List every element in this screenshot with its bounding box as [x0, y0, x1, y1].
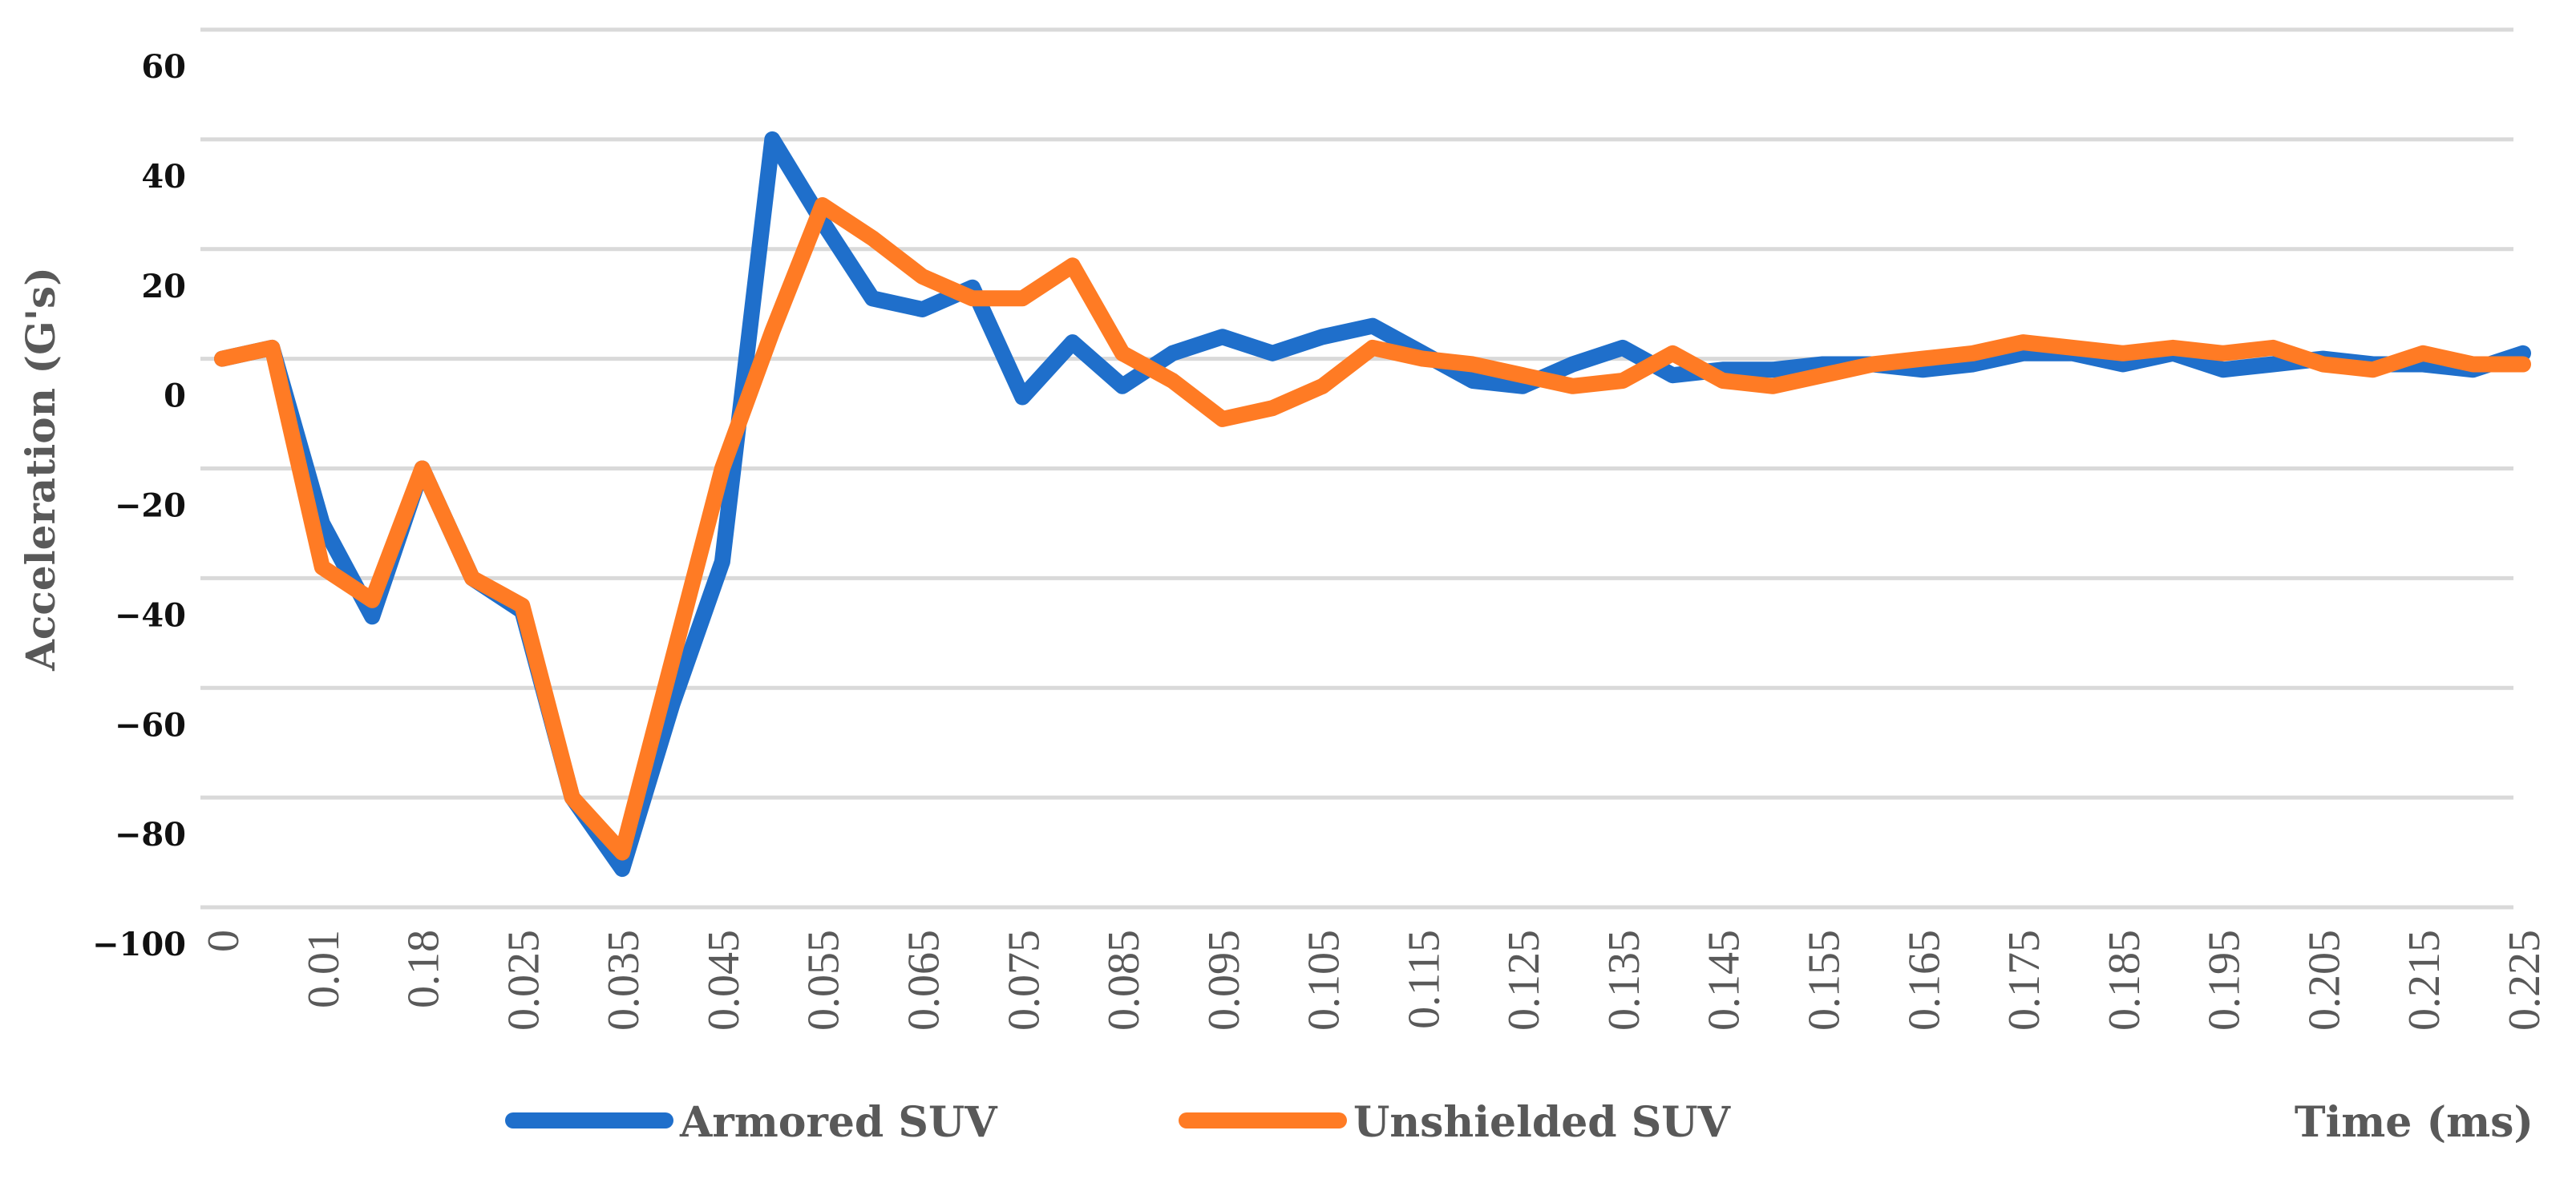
x-tick-label: 0.065 — [899, 930, 948, 1031]
y-tick-label: −20 — [115, 487, 186, 525]
x-axis-ticks: 0 0.01 0.18 0.025 0.035 0.045 0.055 0.065 0.075 0… — [199, 930, 2550, 1031]
x-tick-label: 0.155 — [1800, 930, 1850, 1031]
x-tick-label: 0.205 — [2299, 930, 2349, 1031]
x-tick-label: 0.075 — [999, 930, 1049, 1031]
x-tick-label: 0.165 — [1899, 930, 1949, 1031]
gridlines — [200, 27, 2513, 910]
x-tick-label: 0 — [199, 930, 249, 952]
x-tick-label: 0.055 — [799, 930, 849, 1031]
y-tick-label: 40 — [141, 158, 186, 196]
x-tick-label: 0.01 — [299, 930, 349, 1008]
x-tick-label: 0.095 — [1199, 930, 1249, 1031]
y-axis-title: Acceleration (G's) — [17, 267, 64, 672]
y-tick-label: −80 — [115, 816, 186, 854]
x-tick-label: 0.175 — [2000, 930, 2049, 1031]
x-tick-label: 0.035 — [599, 930, 649, 1031]
x-tick-label: 0.215 — [2400, 930, 2449, 1031]
legend-label-unshielded: Unshielded SUV — [1353, 1098, 1732, 1147]
x-tick-label: 0.105 — [1300, 930, 1349, 1031]
x-tick-label: 0.025 — [499, 930, 548, 1031]
legend: Armored SUV Unshielded SUV — [505, 1098, 1732, 1147]
x-tick-label: 0.18 — [399, 930, 449, 1008]
x-tick-label: 0.145 — [1700, 930, 1749, 1031]
x-tick-label: 0.225 — [2500, 930, 2550, 1031]
x-tick-label: 0.135 — [1599, 930, 1649, 1031]
y-axis-ticks: 60 40 20 0 −20 −40 −60 −80 −100 — [92, 48, 186, 963]
y-tick-label: 20 — [141, 268, 186, 305]
x-tick-label: 0.115 — [1399, 930, 1449, 1029]
series-line-unshielded-suv — [214, 197, 2531, 861]
x-tick-label: 0.045 — [699, 930, 749, 1031]
x-tick-label: 0.195 — [2200, 930, 2250, 1031]
legend-label-armored: Armored SUV — [679, 1098, 998, 1147]
x-tick-label: 0.125 — [1499, 930, 1549, 1031]
y-tick-label: 0 — [164, 377, 186, 415]
x-tick-label: 0.185 — [2100, 930, 2149, 1031]
series-lines — [214, 131, 2531, 878]
x-tick-label: 0.085 — [1099, 930, 1149, 1031]
y-tick-label: −100 — [92, 926, 186, 963]
x-axis-title: Time (ms) — [2295, 1098, 2534, 1147]
y-tick-label: 60 — [141, 48, 186, 86]
y-tick-label: −60 — [115, 706, 186, 744]
y-tick-label: −40 — [115, 596, 186, 634]
